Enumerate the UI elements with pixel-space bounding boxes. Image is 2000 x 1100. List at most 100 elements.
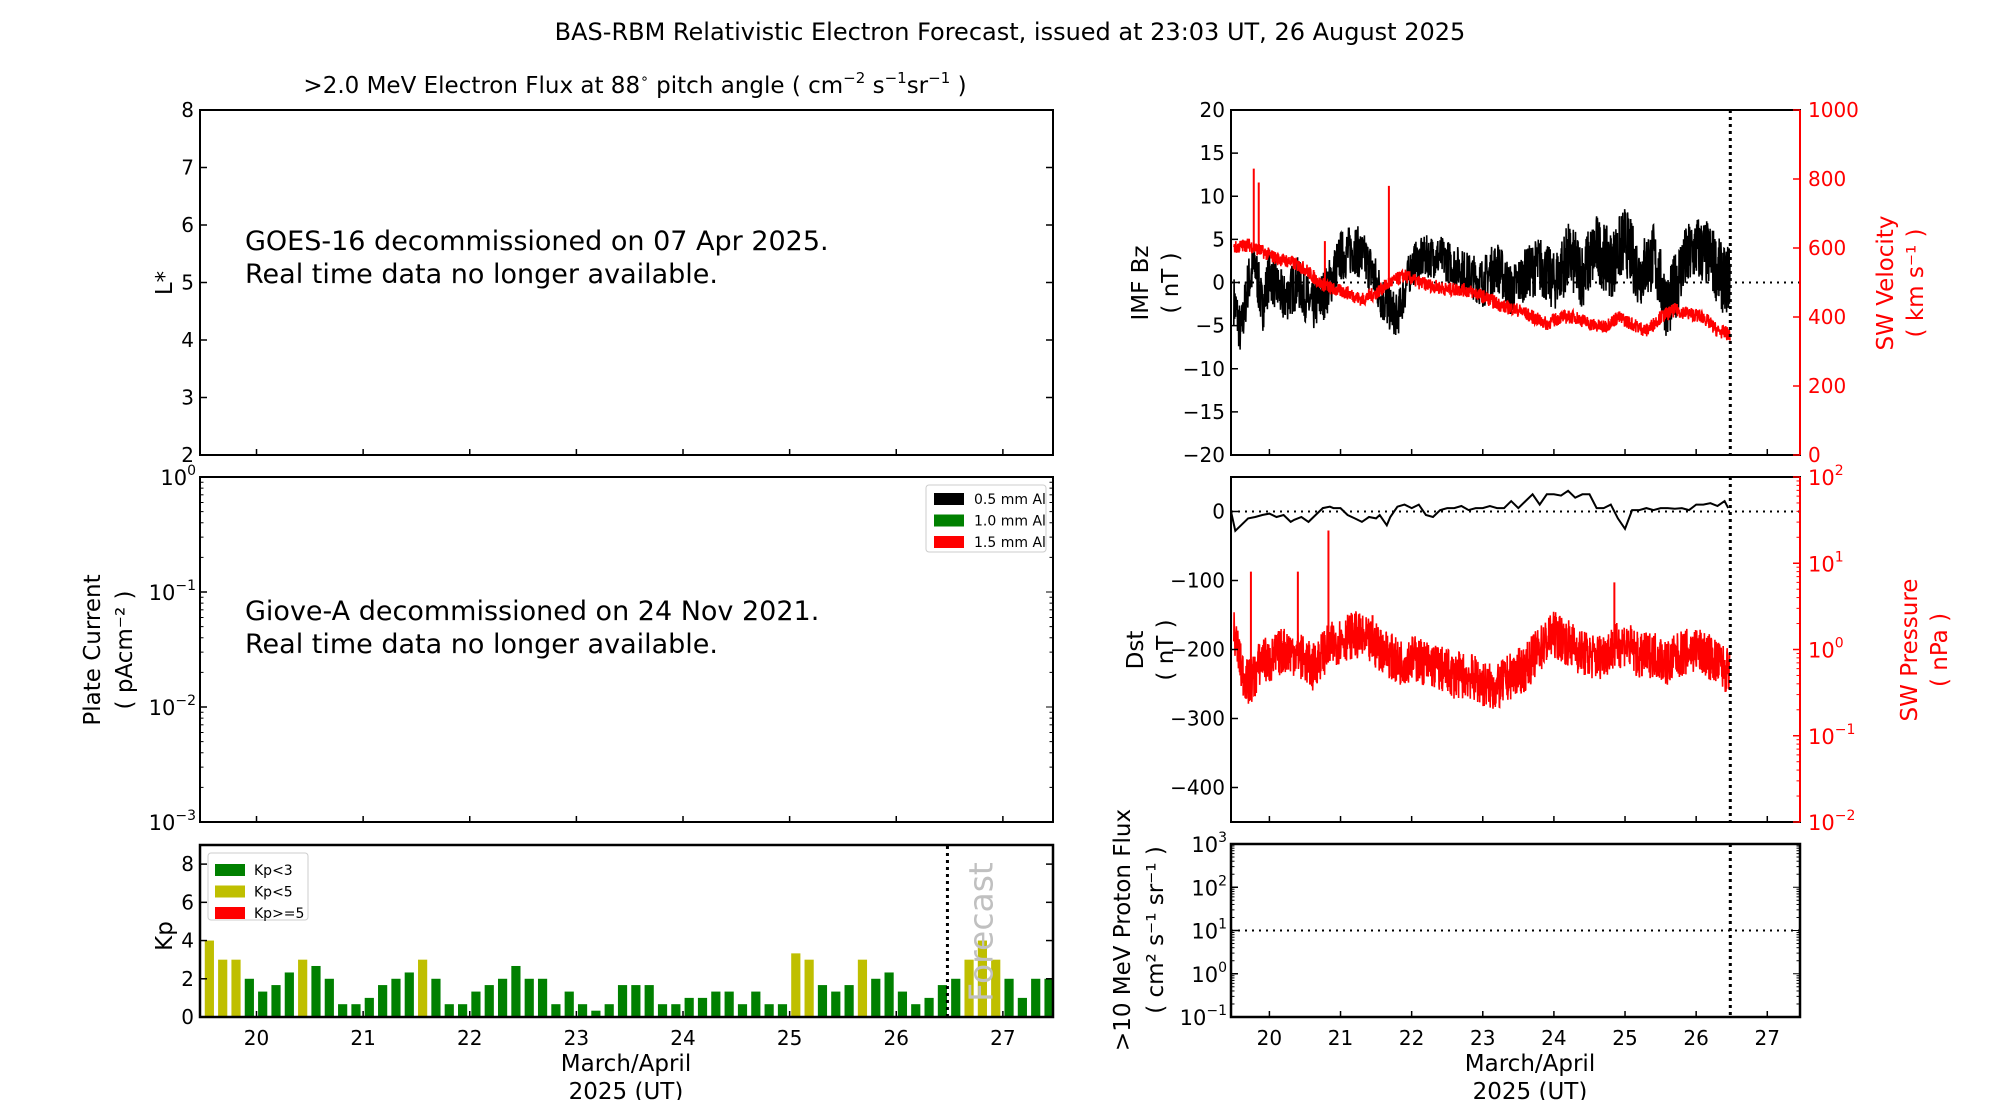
plate-current-message-1: Giove-A decommissioned on 24 Nov 2021. [245,596,819,627]
kp-bar [271,985,281,1017]
y-tick-label: 0 [1212,271,1225,295]
plate-current-frame [199,476,1054,823]
kp-bar [817,985,828,1017]
y-tick-label: 0 [1808,443,1821,467]
kp-bar [777,1004,788,1017]
kp-bar [857,959,868,1017]
kp-bar [244,978,254,1017]
x-tick-label: 27 [990,1026,1015,1050]
x-tick-label: 26 [884,1026,909,1050]
sw-velocity-line [1233,238,1731,341]
kp-bar [311,965,321,1017]
kp-bar [298,959,308,1017]
kp-bar [764,1004,774,1017]
kp-bar [751,991,761,1017]
y-tick-label: 400 [1808,305,1846,329]
legend-label: 0.5 mm Al [974,492,1046,508]
imf-plot-area [1231,110,1800,455]
y-tick-label: 0 [1212,500,1225,524]
kp-bar [671,1004,681,1017]
y-tick-label: −300 [1170,707,1225,731]
y-tick-label: 102 [1808,463,1844,490]
kp-bar [204,940,214,1017]
sw-pressure-y-ticks: 10−2 10−1 100 101 102 [1793,463,1855,835]
kp-frame [198,843,1055,1019]
kp-y-label: Kp [152,921,178,951]
kp-bar [631,985,641,1017]
kp-bar [231,959,241,1017]
x-tick-label: 22 [1399,1026,1424,1050]
kp-bar [378,985,388,1017]
kp-x-ticks: 20 21 22 23 24 25 26 27 [244,1011,1016,1050]
kp-bar [524,978,534,1017]
legend-swatch [215,885,245,898]
kp-bar [884,972,894,1017]
y-tick-label: 5 [181,271,194,295]
proton-y-label-1: >10 MeV Proton Flux [1110,809,1136,1051]
dst-y-label-1: Dst [1123,631,1149,670]
kp-bar [644,985,654,1017]
kp-bar [511,965,521,1017]
x-tick-label: 25 [1612,1026,1637,1050]
kp-bar [591,1010,601,1017]
x-tick-label: 22 [457,1026,482,1050]
y-tick-label: 4 [181,929,194,953]
kp-bar-group [200,940,1053,1017]
x-tick-label: 23 [1470,1026,1495,1050]
x-tick-label: 21 [350,1026,375,1050]
kp-bar [484,985,494,1017]
imf-y-label-2: ( nT ) [1158,252,1184,313]
y-tick-label: −100 [1170,569,1225,593]
y-tick-label: 20 [1200,98,1225,122]
x-tick-label: 20 [1257,1026,1282,1050]
kp-bar [951,978,961,1017]
kp-bars [200,940,1053,1017]
kp-bar [977,940,987,1017]
y-tick-label: 600 [1808,236,1846,260]
dst-y-ticks: −400 −300 −200 −100 0 [1170,500,1238,800]
electron-flux-x-ticks [255,449,1004,455]
plate-current-y-label-2: ( pAcm⁻² ) [112,591,138,710]
y-tick-label: 10−1 [1808,722,1855,749]
kp-bar [391,978,401,1017]
y-tick-label: 8 [181,98,194,122]
kp-bar [284,972,294,1017]
kp-bar [804,959,814,1017]
y-tick-label: 101 [1191,917,1227,944]
kp-bar [444,1004,454,1017]
legend-swatch [215,864,245,876]
dst-plot-area [1230,477,1800,822]
y-tick-label: 10 [1200,184,1225,208]
electron-flux-message-2: Real time data no longer available. [245,259,718,290]
y-tick-label: 2 [181,967,194,991]
kp-bar [324,978,334,1017]
kp-bar [577,1004,588,1017]
kp-bar [338,1004,348,1017]
y-tick-label: 4 [181,328,194,352]
right-x-label-1: March/April [1465,1051,1595,1077]
electron-flux-title: >2.0 MeV Electron Flux at 88∘ pitch angl… [303,69,966,99]
plate-current-message-2: Real time data no longer available. [245,629,718,660]
legend-swatch [934,536,964,548]
x-tick-label: 24 [1541,1026,1566,1050]
y-tick-label: 15 [1200,141,1225,165]
plate-current-y-label-1: Plate Current [80,574,106,725]
legend-label: Kp<5 [254,885,293,901]
y-tick-label: −400 [1170,776,1225,800]
kp-bar [471,991,481,1017]
y-tick-label: 10−2 [1808,808,1855,835]
kp-bar [1044,978,1053,1017]
sw-pressure-line [1233,611,1731,709]
y-tick-label: 100 [1191,960,1227,987]
kp-bar [871,978,881,1017]
proton-y-ticks: 10−1 100 101 102 103 [1180,830,1800,1030]
electron-flux-y-ticks: 2 3 4 5 6 7 8 [181,98,1053,467]
kp-bar [218,959,228,1017]
kp-bar [457,1004,468,1017]
y-tick-label: 100 [1808,636,1844,663]
figure-title: BAS-RBM Relativistic Electron Forecast, … [555,18,1466,46]
y-tick-label: 10−3 [149,808,196,835]
imf-x-ticks [1268,449,1769,455]
